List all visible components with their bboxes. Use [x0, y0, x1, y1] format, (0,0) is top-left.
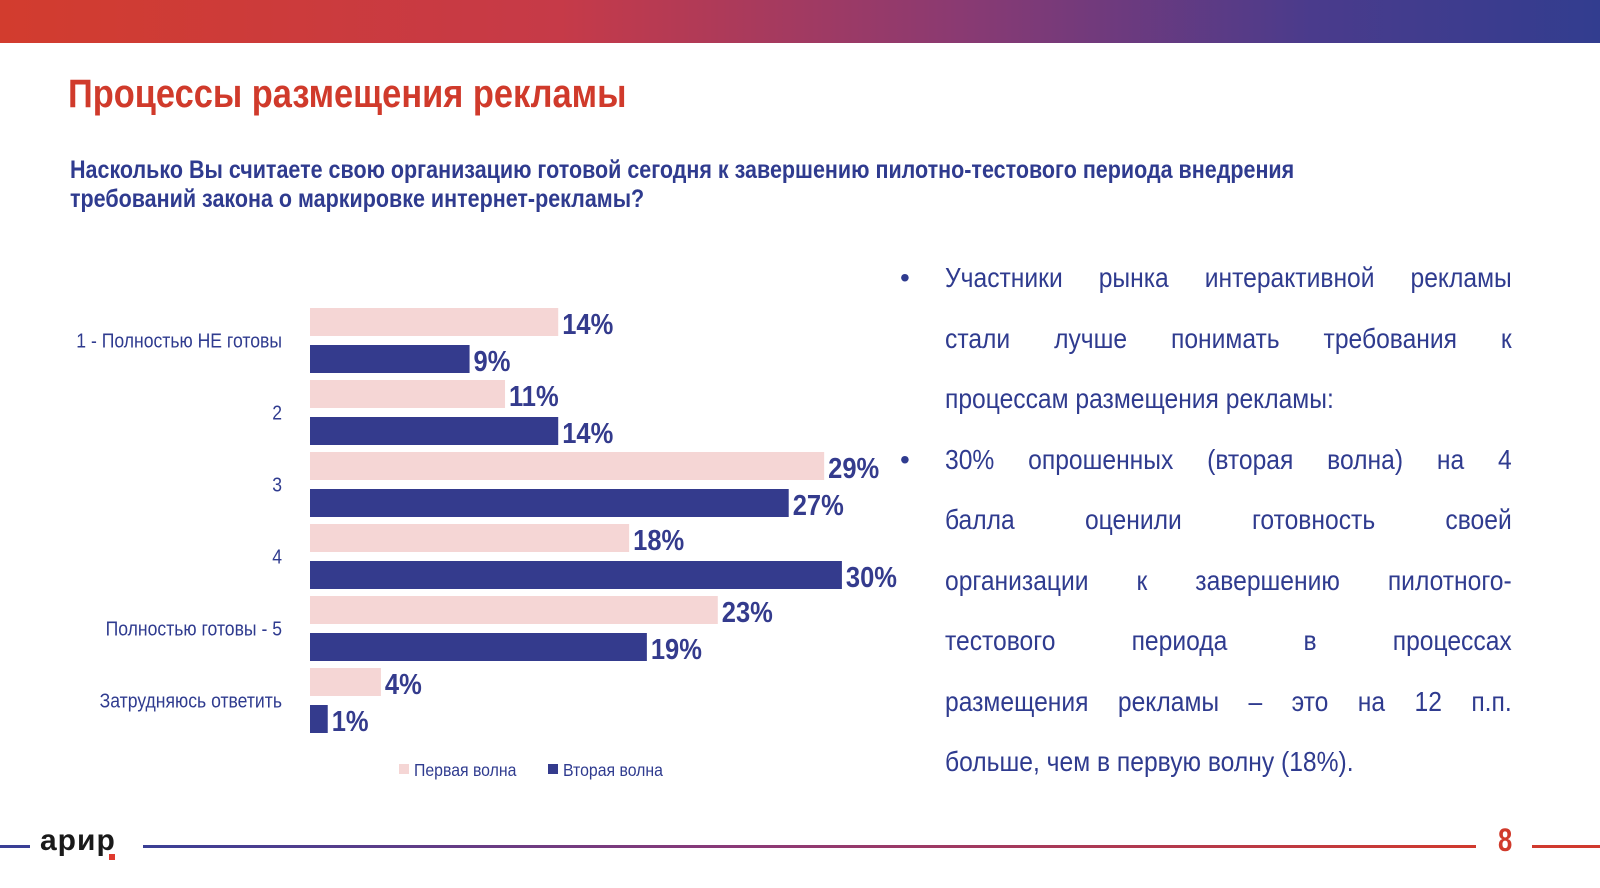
- bar-first-wave: [310, 380, 506, 408]
- finding-2-line: больше, чем в первую волну (18%).: [945, 746, 1354, 777]
- bar-second-wave: [310, 561, 842, 589]
- key-findings: • Участники рынка интерактивной рекламы …: [900, 248, 1520, 793]
- bar-first-wave: [310, 524, 630, 552]
- arir-logo: арир: [40, 824, 116, 857]
- bar-second-wave: [310, 345, 470, 373]
- category-label: 4: [272, 545, 282, 567]
- category-label: 2: [272, 401, 282, 423]
- bar-first-wave: [310, 308, 559, 336]
- footer-divider-right: [1532, 845, 1600, 848]
- bar-second-wave: [310, 633, 647, 661]
- category-label: 3: [272, 473, 282, 495]
- bar-value-label: 29%: [828, 451, 879, 484]
- finding-1-line: стали лучше понимать требования к: [945, 322, 1512, 354]
- legend-swatch-second-wave: [548, 764, 558, 774]
- finding-2: • 30% опрошенных (вторая волна) на 4 бал…: [900, 430, 1520, 793]
- bar-value-label: 1%: [332, 704, 369, 737]
- finding-2-line: тестового периода в процессах: [945, 625, 1512, 656]
- bullet-dot-icon: •: [900, 443, 910, 475]
- bar-second-wave: [310, 489, 789, 517]
- finding-2-line: балла оценили готовность своей: [945, 504, 1512, 535]
- bar-value-label: 30%: [846, 560, 897, 593]
- question-line-1: Насколько Вы считаете свою организацию г…: [70, 156, 1295, 184]
- bar-value-label: 4%: [385, 667, 422, 700]
- bar-second-wave: [310, 417, 559, 445]
- legend-swatch-first-wave: [399, 764, 409, 774]
- category-label: 1 - Полностью НЕ готовы: [76, 329, 282, 351]
- survey-question: Насколько Вы считаете свою организацию г…: [70, 156, 1446, 214]
- logo-accent-dot: [109, 854, 115, 860]
- legend-label-first-wave: Первая волна: [414, 760, 517, 780]
- bar-value-label: 9%: [474, 344, 511, 377]
- header-gradient-bar: [0, 0, 1600, 43]
- bar-first-wave: [310, 452, 825, 480]
- bullet-dot-icon: •: [900, 262, 910, 293]
- category-label: Затрудняюсь ответить: [100, 689, 282, 711]
- bar-value-label: 23%: [722, 595, 773, 628]
- question-line-2: требований закона о маркировке интернет-…: [70, 185, 645, 213]
- footer-divider: [143, 845, 1476, 848]
- finding-2-line: 30% опрошенных (вторая волна) на 4: [945, 443, 1512, 475]
- bar-value-label: 19%: [651, 632, 702, 665]
- page-title: Процессы размещения рекламы: [68, 72, 627, 116]
- finding-1-line: Участники рынка интерактивной рекламы: [945, 262, 1512, 293]
- bar-value-label: 14%: [562, 307, 613, 340]
- bar-second-wave: [310, 705, 328, 733]
- bar-first-wave: [310, 596, 718, 624]
- page-number: 8: [1498, 822, 1513, 858]
- bar-value-label: 18%: [633, 523, 684, 556]
- finding-2-line: размещения рекламы – это на 12 п.п.: [945, 685, 1512, 717]
- finding-1-line: процессам размещения рекламы:: [945, 383, 1334, 414]
- bar-value-label: 27%: [793, 488, 844, 521]
- category-label: Полностью готовы - 5: [106, 617, 282, 639]
- bar-value-label: 11%: [509, 379, 559, 412]
- legend-label-second-wave: Вторая волна: [563, 760, 663, 780]
- readiness-bar-chart: 1 - Полностью НЕ готовы 2 3 4 Полностью гото…: [76, 307, 897, 780]
- bar-value-label: 14%: [562, 416, 613, 449]
- footer-divider-left: [0, 845, 30, 848]
- bar-first-wave: [310, 668, 381, 696]
- finding-1: • Участники рынка интерактивной рекламы …: [900, 248, 1520, 430]
- finding-2-line: организации к завершению пилотного-: [945, 564, 1512, 596]
